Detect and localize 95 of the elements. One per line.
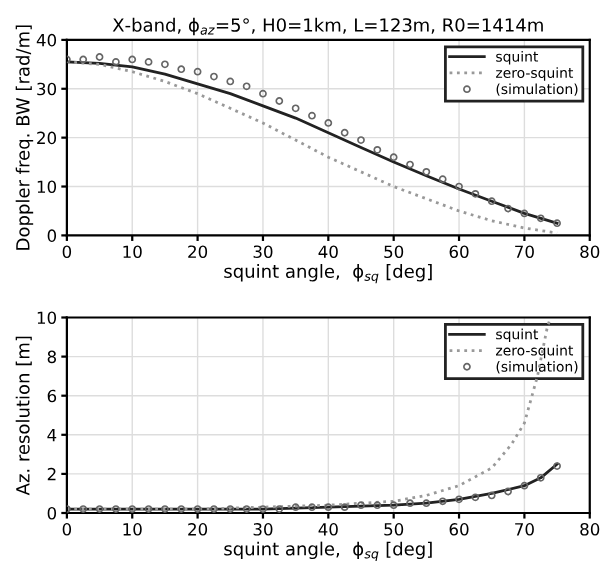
- point: [357, 136, 365, 144]
- point: [504, 204, 512, 213]
- x-tick-label: 10: [123, 523, 142, 536]
- y-tick-label: 2: [47, 467, 56, 481]
- y-tick-label: 10: [37, 311, 57, 325]
- y-axis-title: Doppler freq. BW [rad/m]: [15, 25, 34, 250]
- point: [275, 505, 284, 513]
- point: [128, 55, 137, 64]
- point: [324, 503, 333, 512]
- point: [79, 505, 88, 513]
- point: [340, 128, 349, 137]
- x-axis-title: squint angle, ϕ$_{sq}$ [deg]: [224, 264, 432, 284]
- point: [422, 167, 431, 176]
- point: [373, 501, 382, 510]
- point: [193, 505, 202, 513]
- x-tick-label: 70: [515, 245, 534, 259]
- x-tick-label: 10: [123, 245, 142, 259]
- y-tick-label: 8: [47, 350, 57, 364]
- point: [357, 501, 365, 510]
- point: [536, 473, 545, 482]
- x-tick-label: 40: [318, 523, 338, 536]
- point: [553, 219, 561, 228]
- point: [210, 505, 218, 513]
- point: [112, 58, 120, 66]
- point: [242, 82, 251, 91]
- point: [193, 67, 202, 76]
- point: [308, 503, 316, 512]
- point: [406, 499, 414, 508]
- point: [291, 503, 300, 512]
- point: [340, 503, 349, 512]
- point: [438, 175, 447, 184]
- point: [242, 505, 251, 513]
- y-axis-title: Az. resolution [m]: [15, 336, 32, 496]
- y-tick-label: 30: [37, 82, 57, 96]
- point: [144, 505, 153, 513]
- point: [259, 505, 267, 513]
- point: [259, 89, 267, 98]
- chart-title: X-band, ϕ$_{az}$=5°, H0=1km, L=123m, R0=1414m: [112, 17, 543, 36]
- point: [128, 505, 137, 513]
- x-tick-label: 20: [188, 523, 208, 536]
- x-tick-label: 80: [580, 245, 600, 259]
- x-tick-label: 50: [384, 245, 404, 259]
- point: [504, 487, 512, 496]
- point: [553, 462, 561, 470]
- y-tick-label: 4: [47, 428, 57, 442]
- point: [455, 495, 463, 504]
- point: [161, 505, 169, 513]
- line-series: [66, 462, 559, 511]
- point: [389, 153, 398, 162]
- x-tick-label: 40: [318, 245, 338, 259]
- x-tick-label: 20: [188, 245, 208, 259]
- y-tick-label: 0: [47, 229, 57, 242]
- point: [438, 497, 447, 506]
- point: [487, 491, 496, 500]
- point: [324, 119, 333, 127]
- point: [389, 501, 398, 510]
- point: [79, 55, 88, 64]
- point: [520, 481, 529, 490]
- point: [291, 104, 300, 113]
- x-tick-label: 60: [449, 523, 469, 536]
- x-tick-label: 80: [580, 523, 600, 536]
- point: [95, 53, 104, 61]
- x-tick-label: 60: [449, 245, 469, 259]
- y-tick-label: 10: [37, 180, 57, 194]
- point: [536, 214, 545, 223]
- y-tick-label: 20: [37, 131, 57, 145]
- x-tick-label: 30: [253, 523, 273, 536]
- point: [112, 505, 120, 513]
- point: [471, 189, 480, 198]
- point: [487, 197, 496, 206]
- x-axis-title: squint angle, ϕ$_{sq}$ [deg]: [224, 541, 432, 561]
- point: [471, 493, 480, 502]
- point: [226, 505, 235, 513]
- x-tick-label: 50: [384, 523, 404, 536]
- point: [422, 499, 431, 508]
- x-tick-label: 70: [515, 523, 534, 536]
- point: [144, 58, 153, 66]
- point: [226, 77, 235, 86]
- y-tick-label: 0: [47, 506, 57, 520]
- x-tick-label: 30: [253, 245, 273, 259]
- point: [95, 505, 104, 513]
- y-tick-label: 6: [47, 389, 57, 403]
- point: [406, 160, 414, 169]
- point: [373, 145, 382, 154]
- point: [308, 111, 316, 120]
- point: [520, 209, 529, 218]
- point: [177, 505, 186, 513]
- point: [210, 72, 218, 81]
- x-tick-label: 0: [62, 245, 72, 259]
- point: [161, 60, 169, 69]
- point: [455, 182, 463, 191]
- x-tick-label: 0: [62, 523, 72, 536]
- point: [177, 65, 186, 74]
- y-tick-label: 40: [36, 33, 57, 47]
- point: [275, 97, 284, 105]
